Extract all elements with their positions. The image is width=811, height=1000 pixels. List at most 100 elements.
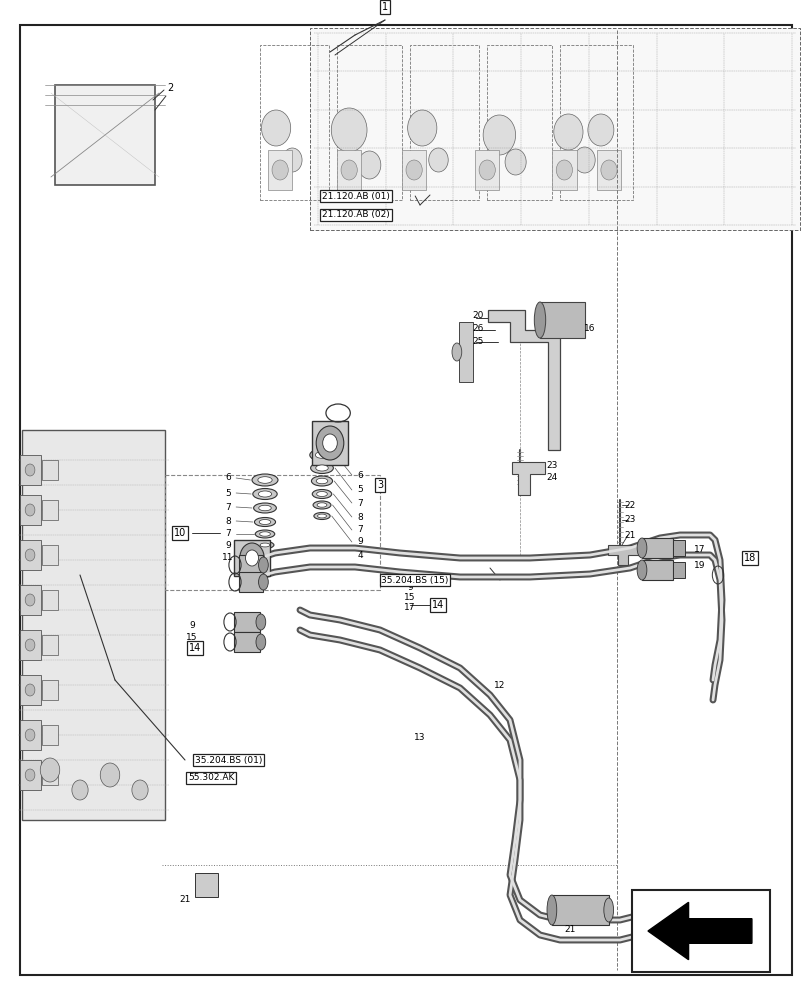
- Bar: [310, 28, 799, 230]
- Text: 9: 9: [357, 538, 363, 546]
- Bar: [42, 725, 58, 745]
- Circle shape: [25, 504, 35, 516]
- Bar: [238, 555, 263, 575]
- Text: 14: 14: [431, 600, 444, 610]
- Bar: [55, 85, 155, 185]
- Text: 24: 24: [546, 473, 557, 482]
- Circle shape: [573, 147, 594, 173]
- Text: 35.204.BS (01): 35.204.BS (01): [195, 756, 262, 764]
- Circle shape: [478, 160, 495, 180]
- Circle shape: [25, 684, 35, 696]
- Ellipse shape: [252, 488, 277, 499]
- Ellipse shape: [317, 514, 326, 518]
- Ellipse shape: [255, 530, 274, 538]
- Polygon shape: [487, 310, 560, 450]
- Bar: [20, 630, 41, 660]
- Circle shape: [100, 763, 119, 787]
- Ellipse shape: [547, 895, 556, 925]
- Circle shape: [341, 160, 357, 180]
- Bar: [20, 585, 41, 615]
- Bar: [474, 150, 499, 190]
- Bar: [42, 635, 58, 655]
- Ellipse shape: [315, 478, 328, 484]
- Ellipse shape: [255, 634, 265, 650]
- Text: 23: 23: [624, 516, 635, 524]
- Circle shape: [600, 160, 616, 180]
- Circle shape: [131, 780, 148, 800]
- Bar: [234, 612, 260, 632]
- Ellipse shape: [259, 520, 271, 524]
- Bar: [20, 675, 41, 705]
- Ellipse shape: [239, 543, 264, 573]
- Bar: [42, 765, 58, 785]
- Text: 3: 3: [376, 480, 383, 490]
- Text: 12: 12: [494, 681, 505, 690]
- Ellipse shape: [311, 462, 333, 474]
- Circle shape: [406, 160, 422, 180]
- Bar: [458, 322, 473, 382]
- Text: 8: 8: [357, 512, 363, 522]
- Ellipse shape: [254, 518, 275, 526]
- Bar: [672, 562, 684, 578]
- Circle shape: [407, 110, 436, 146]
- Text: 13: 13: [414, 734, 425, 742]
- Bar: [20, 540, 41, 570]
- Circle shape: [25, 549, 35, 561]
- Ellipse shape: [315, 452, 328, 458]
- Ellipse shape: [255, 542, 273, 548]
- Bar: [551, 150, 576, 190]
- Text: 17: 17: [693, 546, 705, 554]
- Ellipse shape: [315, 426, 343, 460]
- Circle shape: [553, 114, 582, 150]
- Text: 18: 18: [743, 553, 755, 563]
- Polygon shape: [512, 462, 544, 495]
- Ellipse shape: [259, 505, 271, 511]
- Text: 21: 21: [179, 896, 191, 905]
- Ellipse shape: [314, 512, 330, 520]
- Text: 25: 25: [472, 336, 483, 346]
- Circle shape: [261, 110, 290, 146]
- Circle shape: [25, 729, 35, 741]
- Text: 19: 19: [693, 560, 705, 569]
- Circle shape: [25, 769, 35, 781]
- Text: 5: 5: [225, 488, 230, 497]
- Text: 2: 2: [167, 83, 173, 93]
- Bar: [268, 150, 292, 190]
- Circle shape: [41, 758, 60, 782]
- Ellipse shape: [258, 491, 272, 497]
- Circle shape: [358, 151, 380, 179]
- Ellipse shape: [534, 302, 545, 338]
- Circle shape: [504, 149, 526, 175]
- Bar: [42, 500, 58, 520]
- Ellipse shape: [260, 532, 270, 536]
- Ellipse shape: [315, 465, 328, 471]
- Text: 21.120.AB (02): 21.120.AB (02): [322, 211, 389, 220]
- Bar: [195, 873, 217, 897]
- Text: 10: 10: [174, 528, 186, 538]
- Bar: [42, 680, 58, 700]
- Text: 6: 6: [225, 474, 230, 483]
- Text: 5: 5: [357, 486, 363, 494]
- Circle shape: [331, 108, 367, 152]
- Ellipse shape: [260, 543, 269, 547]
- Bar: [642, 560, 672, 580]
- Text: 4: 4: [357, 550, 363, 560]
- Text: 14: 14: [189, 643, 201, 653]
- Ellipse shape: [312, 489, 332, 498]
- Text: 15: 15: [186, 634, 197, 643]
- Circle shape: [483, 115, 515, 155]
- Bar: [337, 150, 361, 190]
- Bar: [596, 150, 620, 190]
- Bar: [410, 45, 478, 200]
- Text: 6: 6: [357, 471, 363, 480]
- Text: 9: 9: [406, 583, 412, 592]
- Text: 26: 26: [472, 324, 483, 333]
- Text: 23: 23: [546, 461, 557, 470]
- Bar: [551, 895, 608, 925]
- Ellipse shape: [637, 560, 646, 580]
- Ellipse shape: [310, 449, 334, 461]
- Bar: [238, 572, 263, 592]
- Text: 9: 9: [225, 540, 230, 550]
- Ellipse shape: [603, 898, 613, 922]
- Text: 21: 21: [564, 926, 575, 934]
